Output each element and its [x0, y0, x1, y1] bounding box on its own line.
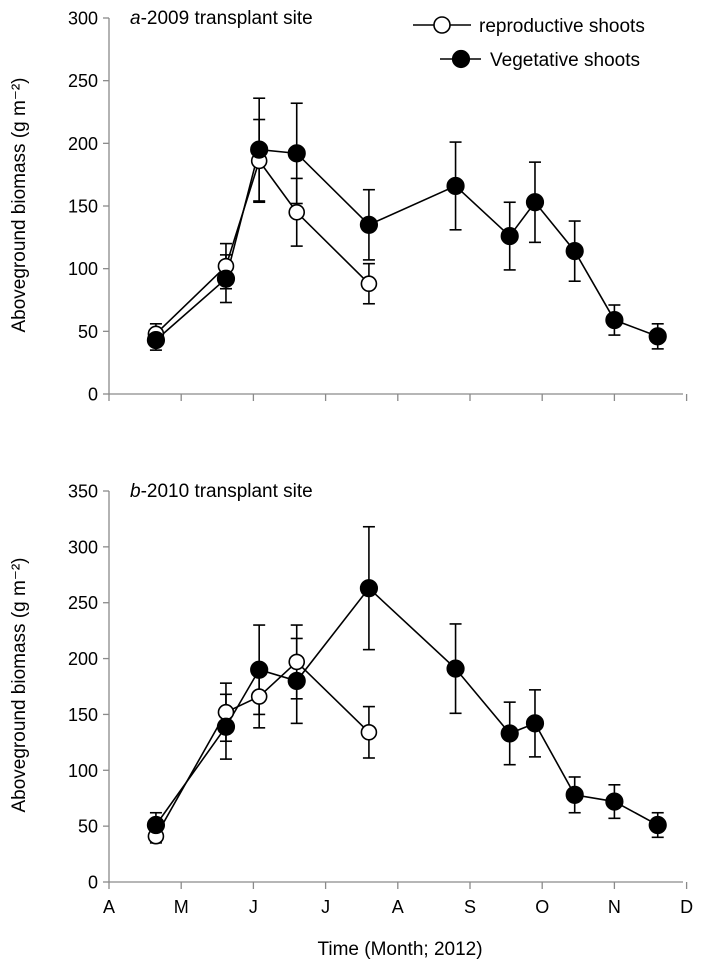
panel-b-y-tick-label: 250 [68, 593, 98, 613]
panel-b-y-tick-label: 50 [78, 817, 98, 837]
panel-a-vegetative-point [565, 242, 584, 261]
panel-b-vegetative-point [500, 724, 519, 743]
panel-a-reproductive-line [155, 159, 370, 335]
panel-b-x-tick-label: D [680, 897, 693, 917]
legend-item-reproductive: reproductive shoots [413, 16, 645, 37]
panel-b-reproductive-line [155, 660, 370, 837]
panel-a-vegetative-point [146, 331, 166, 350]
panel-b-reproductive-point [217, 703, 235, 721]
panel-a-vegetative-point [359, 215, 379, 234]
panel-a-axes [108, 18, 688, 401]
panel-a-y-tick-label: 150 [68, 197, 98, 217]
panel-b-y-tick-label: 150 [68, 705, 98, 725]
panel-b-reproductive-point [360, 724, 378, 741]
panel-b-axes [108, 491, 688, 889]
panel-b-x-tick-label: M [174, 897, 189, 917]
panel-a-reproductive-point [288, 203, 306, 221]
panel-b-x-tick-label: A [392, 897, 404, 917]
panel-b-y-ticks: 0 50 100 150 200 250 300 350 [68, 482, 109, 893]
panel-b-x-tick-label: J [249, 897, 258, 917]
legend: reproductive shoots Vegetative shoots [413, 16, 645, 71]
panel-b-reproductive-point [250, 688, 268, 705]
legend-label-reproductive: reproductive shoots [479, 16, 645, 37]
panel-b-x-axis-label: Time (Month; 2012) [317, 939, 482, 960]
panel-b-reproductive-point [288, 653, 306, 671]
legend-marker-open-circle [433, 16, 451, 34]
panel-a-chart: 0 50 100 150 200 250 300 a-2009 transplant sit… [9, 8, 688, 405]
panel-b-title-text: -2010 transplant site [141, 481, 313, 502]
panel-b-vegetative-point [565, 785, 584, 804]
panel-a-vegetative-point [648, 327, 667, 346]
panel-b-vegetative-point [216, 717, 236, 736]
panel-a-y-tick-label: 200 [68, 134, 98, 154]
panel-b-x-tick-label: A [103, 897, 115, 917]
panel-a-title-prefix: a [130, 8, 141, 29]
panel-b-vegetative-point [648, 815, 667, 835]
panel-b-y-axis-label: Aboveground biomass (g m⁻²) [9, 557, 30, 812]
panel-b-y-tick-label: 100 [68, 761, 98, 781]
panel-a-vegetative-point [446, 176, 465, 196]
panel-a-title: a-2009 transplant site [130, 8, 313, 29]
panel-a-y-tick-label: 50 [78, 322, 98, 342]
panel-b-x-tick-label: J [321, 897, 330, 917]
panel-b-y-tick-label: 0 [88, 873, 98, 893]
panel-b-vegetative-point [525, 714, 545, 733]
panel-b-y-tick-label: 200 [68, 649, 98, 669]
panel-b-vegetative-point [605, 792, 624, 811]
panel-a-vegetative-point [525, 193, 545, 212]
panel-b-vegetative-point [287, 671, 306, 691]
panel-a-vegetative-point [216, 269, 236, 288]
panel-a-y-tick-label: 300 [68, 9, 98, 29]
panel-a-vegetative-point [287, 144, 306, 163]
panel-b-chart: 0 50 100 150 200 250 300 350 A M J J A S O N D b-2010 t… [9, 481, 693, 960]
panel-a-y-tick-label: 250 [68, 71, 98, 91]
panel-b-title-prefix: b [130, 481, 141, 502]
panel-a-title-text: -2009 transplant site [141, 8, 313, 29]
panel-b-title: b-2010 transplant site [130, 481, 313, 502]
legend-label-vegetative: Vegetative shoots [490, 50, 640, 71]
legend-marker-filled-circle [451, 49, 471, 69]
panel-b-x-tick-label: N [608, 897, 621, 917]
panel-b-x-tick-label: O [535, 897, 549, 917]
legend-item-vegetative: Vegetative shoots [440, 49, 640, 71]
panel-b-vegetative-point [146, 815, 166, 835]
panel-a-vegetative-point [605, 310, 624, 330]
panel-b-y-tick-label: 350 [68, 482, 98, 502]
panel-b-vegetative-point [250, 660, 269, 679]
panel-a-vegetative-line [155, 148, 659, 341]
panel-a-y-tick-label: 100 [68, 259, 98, 279]
panel-a-y-tick-label: 0 [88, 385, 98, 405]
panel-a-y-ticks: 0 50 100 150 200 250 300 [68, 9, 109, 405]
panel-b-series [146, 525, 667, 845]
panel-a-reproductive-point [360, 275, 378, 293]
panel-a-vegetative-point [250, 140, 269, 159]
panel-b-y-tick-label: 300 [68, 537, 98, 557]
panel-a-series [146, 97, 667, 351]
panel-b-vegetative-point [359, 579, 379, 598]
panel-b-x-tick-label: S [464, 897, 476, 917]
panel-b-vegetative-point [446, 659, 465, 678]
panel-a-vegetative-point [500, 226, 519, 246]
panel-a-y-axis-label: Aboveground biomass (g m⁻²) [9, 77, 30, 332]
